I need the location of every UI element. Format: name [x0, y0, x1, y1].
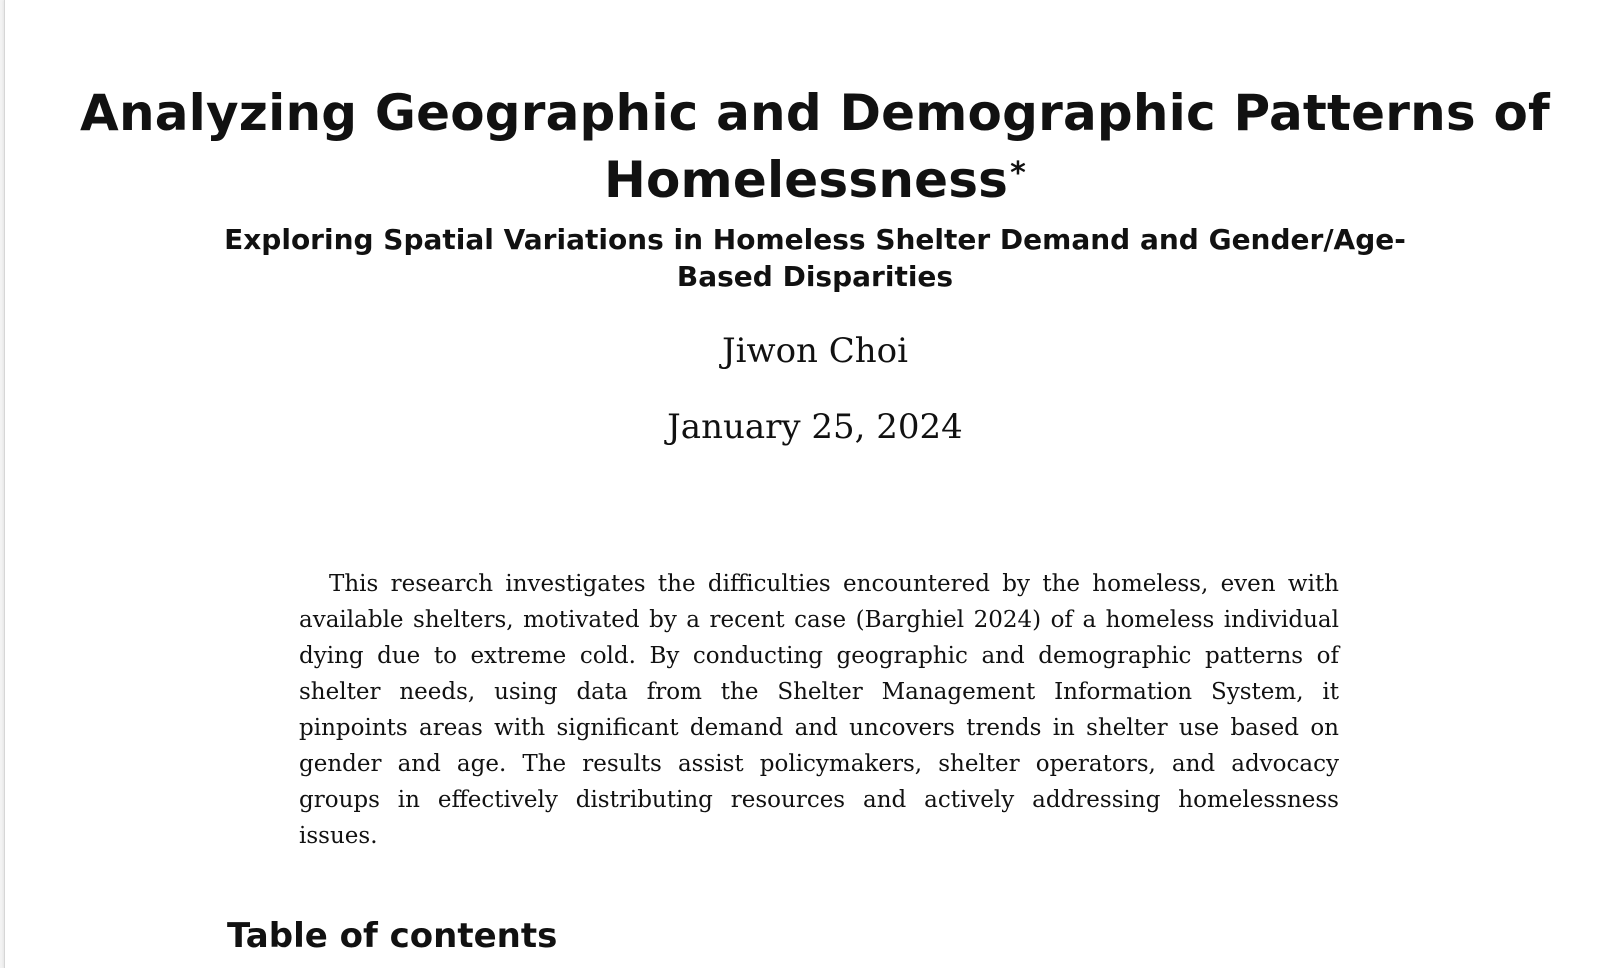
abstract-paragraph: This research investigates the difficult…	[299, 571, 1339, 849]
table-of-contents-heading: Table of contents	[227, 916, 558, 956]
paper-title-text: Analyzing Geographic and Demographic Pat…	[80, 84, 1550, 209]
document-page: Analyzing Geographic and Demographic Pat…	[4, 0, 1624, 968]
paper-subtitle: Exploring Spatial Variations in Homeless…	[224, 223, 1406, 293]
paper-title: Analyzing Geographic and Demographic Pat…	[5, 80, 1624, 221]
author-name: Jiwon Choi	[721, 331, 909, 371]
publication-date: January 25, 2024	[667, 407, 963, 447]
title-footnote-mark[interactable]: *	[1010, 156, 1027, 191]
